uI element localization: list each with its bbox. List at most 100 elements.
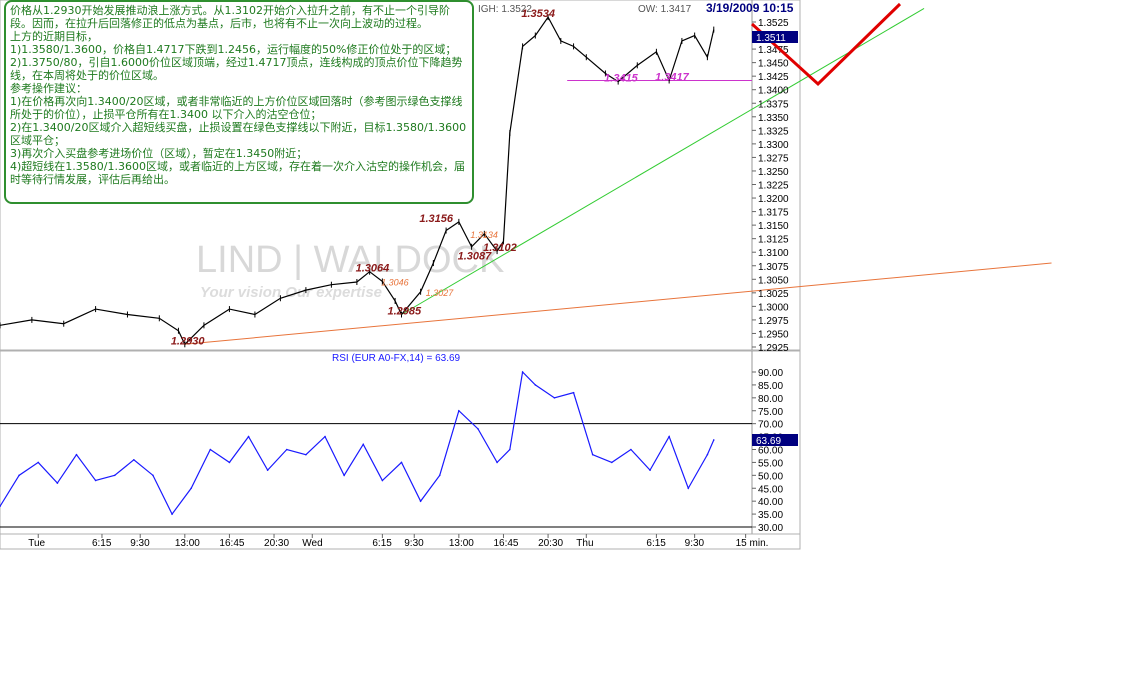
time-tick-label: 20:30 (264, 538, 289, 549)
rsi-point (247, 435, 250, 438)
price-tick-label: 1.3300 (758, 140, 789, 151)
rsi-point (572, 391, 575, 394)
rsi-tick-label: 35.00 (758, 510, 783, 521)
rsi-tick-label: 70.00 (758, 420, 783, 431)
price-annotation: 1.3134 (470, 230, 498, 240)
rsi-point (113, 474, 116, 477)
price-annotation: 1.3087 (458, 250, 493, 262)
price-tick-label: 1.3425 (758, 72, 789, 83)
rsi-point (610, 461, 613, 464)
rsi-point (534, 384, 537, 386)
rsi-point (209, 448, 212, 451)
rsi-last-label: 63.69 (756, 436, 781, 447)
price-tick-label: 1.2950 (758, 329, 789, 340)
rsi-tick-label: 85.00 (758, 381, 783, 392)
note-line: 2)在1.3400/20区域介入超短线买盘，止损设置在绿色支撑线以下附近，目标1… (10, 121, 467, 147)
rsi-point (266, 469, 269, 471)
time-tick-label: 6:15 (646, 538, 666, 549)
note-line: 1)在价格再次向1.3400/20区域，或者非常临近的上方价位区域回落时（参考图… (10, 95, 463, 121)
rsi-point (712, 439, 715, 441)
rsi-point (419, 500, 422, 502)
price-tick-label: 1.3400 (758, 86, 789, 97)
note-line: 上方的近期目标， (10, 30, 98, 43)
time-tick-label: 16:45 (219, 538, 244, 549)
note-line: 4)超短线在1.3580/1.3600区域，或者临近的上方区域，存在着一次介入沽… (10, 160, 465, 186)
watermark-tagline: Your vision Our expertise (200, 284, 382, 301)
rsi-tick-label: 90.00 (758, 368, 783, 379)
time-tick-label: 6:15 (372, 538, 392, 549)
rsi-tick-label: 40.00 (758, 497, 783, 508)
rsi-series (0, 370, 715, 516)
price-tick-label: 1.3000 (758, 302, 789, 313)
rsi-tick-label: 30.00 (758, 523, 783, 534)
rsi-line (0, 370, 715, 516)
high-label: IGH: 1.3522 (478, 4, 532, 15)
price-tick-label: 1.3525 (758, 18, 789, 29)
price-annotation: 1.3102 (483, 242, 517, 254)
rsi-point (706, 453, 709, 456)
time-axis-ticks: Tue 6:15 9:30 13:00 16:45 20:30 Wed 6:15 9:30 13:… (28, 534, 768, 549)
rsi-tick-label: 75.00 (758, 407, 783, 418)
price-tick-label: 1.3450 (758, 59, 789, 70)
time-tick-label: 13:00 (175, 538, 200, 549)
low-label: OW: 1.3417 (638, 4, 692, 15)
price-annotation: 1.3027 (426, 288, 455, 298)
rsi-point (509, 448, 511, 451)
price-annotations: 1.3534 1.3415 1.3417 1.3156 1.3134 1.3064 1.30… (171, 8, 690, 347)
rsi-point (285, 448, 288, 451)
rsi-tick-label: 50.00 (758, 471, 783, 482)
rsi-point (362, 443, 365, 446)
time-tick-label: 20:30 (538, 538, 563, 549)
rsi-tick-label: 80.00 (758, 394, 783, 405)
note-line: 参考操作建议： (10, 82, 87, 95)
price-tick-label: 1.3025 (758, 289, 789, 300)
watermark-brand: LIND | WALDOCK (196, 239, 504, 281)
price-tick-label: 1.3075 (758, 262, 789, 273)
rsi-point (133, 459, 135, 461)
rsi-point (496, 461, 498, 464)
rsi-point (458, 409, 460, 412)
rsi-point (668, 435, 670, 438)
price-tick-label: 1.3375 (758, 99, 789, 110)
price-tick-label: 1.3175 (758, 208, 789, 219)
rsi-point (75, 453, 78, 456)
time-tick-label: 6:15 (92, 538, 112, 549)
rsi-point (228, 461, 231, 464)
rsi-point (687, 487, 690, 490)
rsi-point (400, 461, 403, 464)
time-tick-label: 9:30 (130, 538, 150, 549)
price-annotation: 1.3534 (521, 8, 555, 20)
overlay-lines (184, 8, 1052, 345)
price-annotation: 1.3415 (604, 73, 639, 85)
rsi-last-box (752, 434, 798, 446)
price-tick-label: 1.3125 (758, 235, 789, 246)
price-annotation: 1.3417 (655, 72, 690, 84)
price-annotation: 1.3156 (419, 213, 454, 225)
price-tick-label: 1.3100 (758, 248, 789, 259)
analysis-note-box: 价格从1.2930开始发展推动浪上涨方式。从1.3102开始介入拉升之前，有不止… (4, 0, 474, 204)
price-tick-label: 1.3475 (758, 45, 789, 56)
price-annotation: 1.3046 (381, 277, 409, 287)
price-tick-label: 1.3050 (758, 275, 789, 286)
price-axis-ticks: 1.35251.35001.34751.34501.34251.34001.33… (752, 18, 789, 354)
rsi-point (37, 461, 40, 464)
rsi-title: RSI (EUR A0-FX,14) = 63.69 (332, 353, 461, 364)
time-tick-label: Tue (28, 538, 45, 549)
price-tick-label: 1.3275 (758, 153, 789, 164)
rsi-point (18, 474, 20, 477)
rsi-point (94, 479, 97, 482)
time-tick-label: 15 min. (736, 538, 769, 549)
rsi-reference-lines (0, 423, 752, 528)
datetime-label: 3/19/2009 10:15 (706, 1, 794, 15)
price-tick-label: 1.3150 (758, 221, 789, 232)
rsi-point (324, 435, 326, 438)
time-axis-band (0, 533, 801, 550)
rsi-point (630, 448, 632, 451)
price-tick-label: 1.3200 (758, 194, 789, 205)
rsi-point (591, 453, 594, 456)
rsi-tick-label: 60.00 (758, 446, 783, 457)
rsi-point (190, 487, 192, 490)
rsi-point (381, 479, 384, 482)
overlay-line (401, 8, 925, 315)
price-tick-label: 1.2975 (758, 316, 789, 327)
